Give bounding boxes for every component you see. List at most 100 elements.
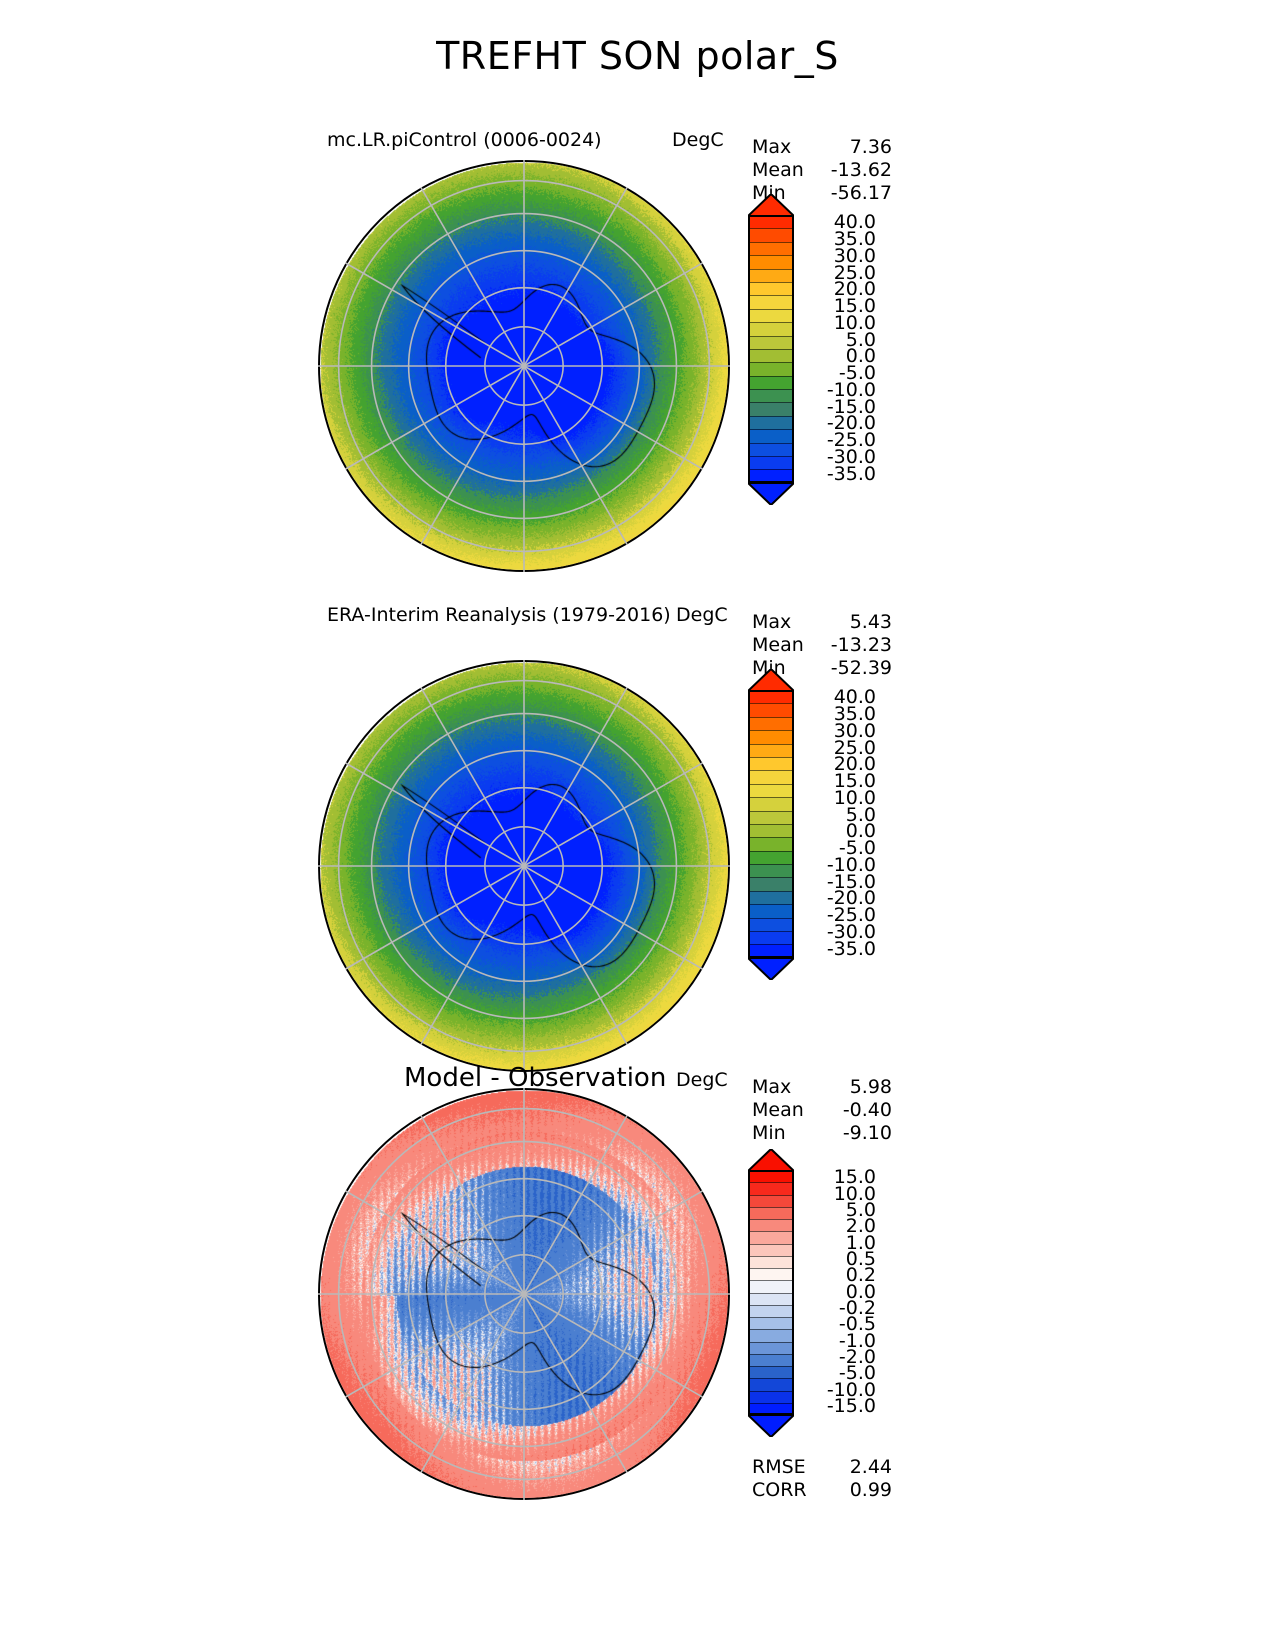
colorbar-tick-label: -25.0 — [826, 429, 876, 452]
colorbar-segment — [750, 944, 792, 958]
colorbar-segment — [750, 335, 792, 349]
colorbar-cap-high — [748, 194, 794, 216]
colorbar-segment — [750, 1366, 792, 1379]
colorbar-tick-label: 0.0 — [845, 345, 876, 368]
colorbar-tick-label: 20.0 — [833, 278, 876, 301]
stat-key: Mean — [752, 159, 804, 181]
graticule-difference — [318, 1088, 730, 1500]
colorbar-segment — [750, 1329, 792, 1342]
colorbar-tick-label: -35.0 — [826, 937, 876, 960]
colorbar-segment — [750, 295, 792, 309]
colorbar-segment — [750, 322, 792, 336]
colorbar-segment — [750, 442, 792, 457]
colorbar-segment — [750, 877, 792, 891]
polar-map-difference — [318, 1088, 730, 1500]
colorbar-tick-label: 10.0 — [833, 786, 876, 809]
colorbar-tick-label: 10.0 — [833, 1182, 876, 1205]
colorbar-segment — [750, 743, 792, 757]
colorbar-tick-label: -15.0 — [826, 1394, 876, 1417]
stat-key: Min — [752, 657, 786, 679]
colorbar-segment — [750, 1206, 792, 1219]
colorbar-segment — [750, 756, 792, 771]
stat-row: Min -56.17 — [752, 182, 892, 205]
colorbar-segment — [750, 890, 792, 905]
colorbar-segment — [750, 917, 792, 932]
colorbar-segment — [750, 703, 792, 717]
stat-value: 5.98 — [849, 1076, 892, 1098]
stats-model: Max 7.36 Mean -13.62 Min -56.17 — [752, 136, 892, 205]
colorbar-tick-label: 35.0 — [833, 703, 876, 726]
colorbar-segment — [750, 1280, 792, 1293]
stat-key: Max — [752, 1076, 792, 1098]
colorbar-segment — [750, 1219, 792, 1232]
stat-row: Min -9.10 — [752, 1122, 892, 1145]
colorbar-segment — [750, 1170, 792, 1183]
colorbar-segment — [750, 716, 792, 731]
stat-value: -0.40 — [842, 1099, 892, 1121]
stat-value: -9.10 — [842, 1122, 892, 1144]
colorbar-segment — [750, 850, 792, 865]
colorbar-tick-label: 1.0 — [845, 1231, 876, 1254]
stat-key: Min — [752, 1122, 786, 1144]
colorbar-segment — [750, 469, 792, 483]
colorbar-tick-label: -0.2 — [838, 1296, 876, 1319]
colorbar-tick-label: 20.0 — [833, 753, 876, 776]
unit-label-observation: DegC — [676, 604, 728, 626]
colorbar-tick-label: 35.0 — [833, 228, 876, 251]
metric-key: RMSE — [752, 1456, 806, 1478]
colorbar-segment — [750, 904, 792, 918]
longitude-spoke — [345, 262, 703, 470]
metrics-difference: RMSE 2.44 CORR 0.99 — [752, 1456, 892, 1502]
colorbar-segment — [750, 429, 792, 443]
colorbar-tick-label: 25.0 — [833, 261, 876, 284]
colorbar-segment — [750, 415, 792, 430]
colorbar-segment — [750, 241, 792, 256]
colorbar-segment — [750, 255, 792, 269]
colorbar-tick-label: -30.0 — [826, 920, 876, 943]
longitude-spoke — [345, 1190, 703, 1398]
graticule-observation — [318, 660, 730, 1072]
colorbar-tick-label: 15.0 — [833, 295, 876, 318]
colorbar-segment — [750, 783, 792, 798]
stat-row: Max 5.43 — [752, 611, 892, 634]
colorbar-segment — [750, 1304, 792, 1317]
colorbar-segment — [750, 797, 792, 811]
colorbar-segment — [750, 1317, 792, 1330]
colorbar-segment — [750, 308, 792, 323]
colorbar-tick-label: -1.0 — [838, 1329, 876, 1352]
colorbar-tick-label: -10.0 — [826, 853, 876, 876]
colorbar-segment — [750, 823, 792, 838]
colorbar-tick-label: 10.0 — [833, 311, 876, 334]
colorbar-tick-label: -15.0 — [826, 870, 876, 893]
colorbar-segment — [750, 1378, 792, 1391]
colorbar-tick-label: -10.0 — [826, 378, 876, 401]
colorbar-segment — [750, 362, 792, 376]
panel-title-observation: ERA-Interim Reanalysis (1979-2016) — [327, 604, 671, 626]
colorbar-tick-label: 0.0 — [845, 820, 876, 843]
colorbar-tick-label: 0.0 — [845, 1280, 876, 1303]
colorbar-cap-low — [748, 483, 794, 505]
colorbar-tick-label: -20.0 — [826, 412, 876, 435]
stats-observation: Max 5.43 Mean -13.23 Min -52.39 — [752, 611, 892, 680]
colorbar-segment — [750, 1231, 792, 1244]
stat-row: Mean -13.62 — [752, 159, 892, 182]
colorbar-tick-label: -5.0 — [838, 837, 876, 860]
colorbar-tick-label: 15.0 — [833, 1166, 876, 1189]
colorbar-tick-label: -30.0 — [826, 445, 876, 468]
colorbar-tick-label: -20.0 — [826, 887, 876, 910]
stat-key: Min — [752, 182, 786, 204]
colorbar-tick-label: -0.5 — [838, 1313, 876, 1336]
colorbar-tick-label: 30.0 — [833, 719, 876, 742]
colorbar-segment — [750, 1341, 792, 1354]
colorbar-tick-label: 15.0 — [833, 770, 876, 793]
metric-value: 0.99 — [849, 1479, 892, 1501]
stat-key: Max — [752, 611, 792, 633]
metric-value: 2.44 — [849, 1456, 892, 1478]
colorbar-segment — [750, 348, 792, 363]
stat-value: 7.36 — [849, 136, 892, 158]
colorbar-segment — [750, 215, 792, 229]
colorbar-tick-label: 5.0 — [845, 328, 876, 351]
colorbar-tick-label: -10.0 — [826, 1378, 876, 1401]
page-title: TREFHT SON polar_S — [436, 34, 839, 78]
stat-row: Max 7.36 — [752, 136, 892, 159]
